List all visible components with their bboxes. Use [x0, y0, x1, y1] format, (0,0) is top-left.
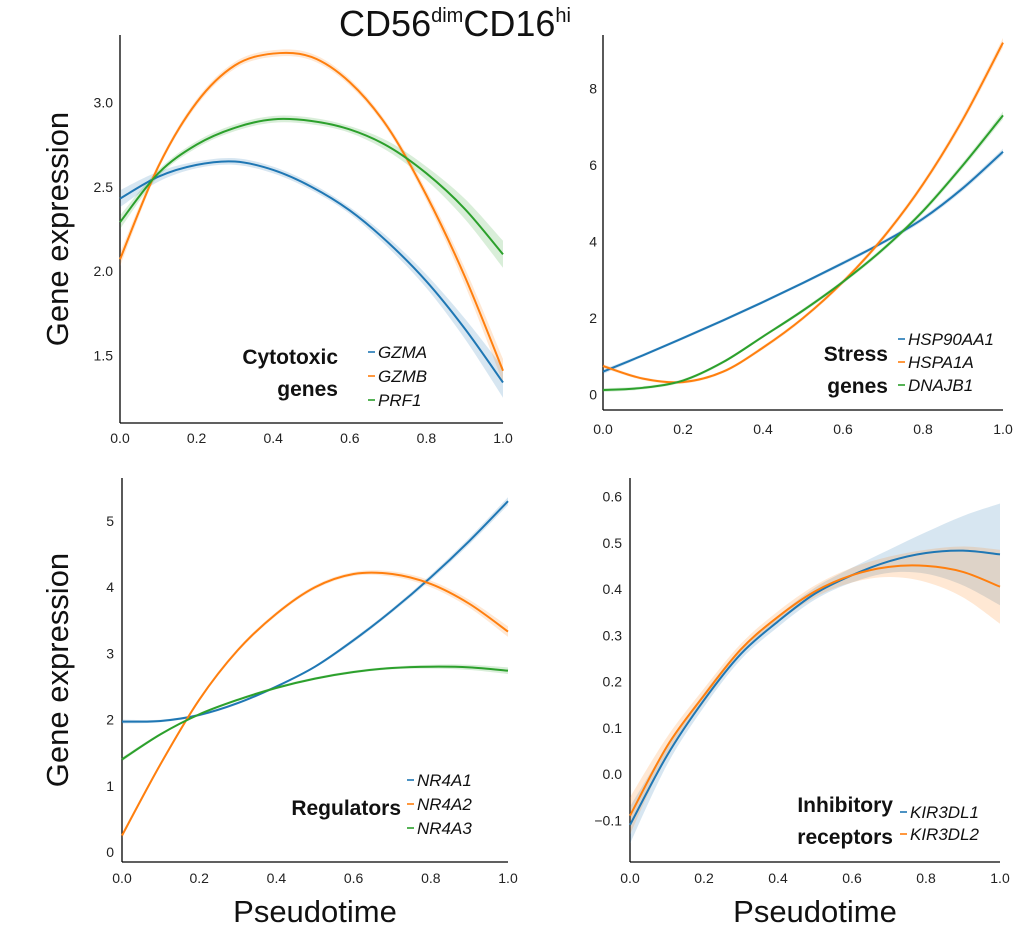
group-label: Cytotoxic	[242, 346, 338, 369]
y-axis-label: Gene expression	[40, 553, 75, 787]
x-tick-label: 0.2	[673, 421, 693, 437]
legend-label-kir3dl1: KIR3DL1	[910, 803, 979, 822]
y-tick-label: 0.2	[603, 674, 623, 690]
series-line-nr4a3	[121, 665, 509, 761]
legend-label-dnajb1: DNAJB1	[908, 376, 973, 395]
ci-band-kir3dl1	[630, 503, 1000, 844]
group-label: receptors	[797, 826, 893, 849]
title-main-2: CD16	[463, 3, 555, 44]
series-line-kir3dl2	[629, 564, 1001, 817]
ci-band-gzmb	[120, 49, 503, 383]
y-tick-label: 3.0	[94, 94, 114, 110]
y-tick-label: 0.3	[603, 627, 623, 643]
x-tick-label: 0.6	[833, 421, 853, 437]
panel-cytotoxic-genes: 0.0 0.2 0.4 0.6 0.8 1.0 1.5 2.0 2.5 3.0 Cytotoxic g…	[40, 35, 513, 446]
series-line-prf1	[119, 117, 504, 255]
y-tick-label: 4	[589, 234, 597, 250]
ci-band-nr4a1	[122, 497, 508, 724]
ci-band-prf1	[120, 115, 503, 268]
group-label: genes	[277, 378, 338, 401]
y-axis-label: Gene expression	[40, 112, 75, 346]
x-tick-label: 0.2	[694, 870, 714, 886]
panel-stress-genes: 0.0 0.2 0.4 0.6 0.8 1.0 0 2 4 6 8 Stress genes HSP90A…	[589, 35, 1013, 437]
y-tick-label: 0.5	[603, 535, 623, 551]
legend-label-nr4a1: NR4A1	[417, 771, 472, 790]
x-tick-label: 0.2	[189, 870, 209, 886]
x-tick-label: 0.4	[267, 870, 287, 886]
legend-label-nr4a3: NR4A3	[417, 819, 472, 838]
panel-inhibitory-receptors: 0.0 0.2 0.4 0.6 0.8 1.0 −0.1 0.0 0.1 0.2 0.3 0.4 0.5…	[594, 478, 1010, 927]
x-axis-label: Pseudotime	[233, 894, 397, 927]
series-line-nr4a1	[121, 500, 509, 723]
x-tick-label: 0.0	[112, 870, 132, 886]
x-tick-label: 1.0	[993, 421, 1013, 437]
y-tick-label: 1	[106, 778, 114, 794]
x-tick-label: 0.0	[593, 421, 613, 437]
y-tick-label: 0.0	[603, 766, 623, 782]
y-tick-label: 4	[106, 579, 114, 595]
figure-title: CD56dimCD16hi	[339, 3, 571, 44]
x-tick-label: 0.6	[344, 870, 364, 886]
title-sup-1: dim	[431, 5, 463, 27]
x-tick-label: 1.0	[493, 430, 513, 446]
y-tick-label: 0.6	[603, 489, 623, 505]
legend-label-hspa1a: HSPA1A	[908, 353, 974, 372]
ci-band-gzma	[120, 157, 503, 398]
legend-label-nr4a2: NR4A2	[417, 795, 472, 814]
x-tick-label: 0.4	[753, 421, 773, 437]
title-main-1: CD56	[339, 3, 431, 44]
y-tick-label: 5	[106, 513, 114, 529]
series-line-kir3dl1	[629, 549, 1001, 826]
x-tick-label: 1.0	[498, 870, 518, 886]
series-line-nr4a2	[121, 571, 509, 836]
title-sup-2: hi	[555, 5, 571, 27]
series-line-dnajb1	[602, 114, 1004, 392]
x-tick-label: 0.6	[842, 870, 862, 886]
legend-label-gzma: GZMA	[378, 343, 427, 362]
group-label: genes	[827, 375, 888, 398]
legend-label-prf1: PRF1	[378, 391, 421, 410]
y-tick-label: 0	[106, 844, 114, 860]
ci-band-kir3dl2	[630, 546, 1000, 835]
y-tick-label: 6	[589, 157, 597, 173]
x-tick-label: 0.8	[913, 421, 933, 437]
y-tick-label: 1.5	[94, 348, 114, 364]
y-tick-label: 2	[589, 310, 597, 326]
x-tick-label: 0.6	[340, 430, 360, 446]
x-tick-label: 0.8	[916, 870, 936, 886]
y-tick-label: 8	[589, 81, 597, 97]
y-tick-label: 2.0	[94, 263, 114, 279]
group-label: Regulators	[291, 797, 401, 820]
legend-label-hsp90aa1: HSP90AA1	[908, 330, 994, 349]
legend-label-gzmb: GZMB	[378, 367, 427, 386]
series-line-hsp90aa1	[602, 150, 1004, 373]
group-label: Inhibitory	[797, 794, 893, 817]
x-tick-label: 0.4	[768, 870, 788, 886]
y-tick-label: 2	[106, 712, 114, 728]
y-tick-label: 0.1	[603, 720, 623, 736]
x-axis-label: Pseudotime	[733, 894, 897, 927]
legend-label-kir3dl2: KIR3DL2	[910, 825, 980, 844]
x-tick-label: 0.8	[421, 870, 441, 886]
y-tick-label: 2.5	[94, 179, 114, 195]
x-tick-label: 1.0	[990, 870, 1010, 886]
panel-regulators: 0.0 0.2 0.4 0.6 0.8 1.0 0 1 2 3 4 5 Regulators NR4A1 N…	[40, 478, 518, 927]
series-line-gzmb	[119, 51, 504, 372]
y-tick-label: −0.1	[594, 812, 622, 828]
x-tick-label: 0.2	[187, 430, 207, 446]
y-tick-label: 0.4	[603, 581, 623, 597]
x-tick-label: 0.4	[263, 430, 283, 446]
y-tick-label: 3	[106, 645, 114, 661]
group-label: Stress	[824, 343, 888, 366]
x-tick-label: 0.0	[620, 870, 640, 886]
series-line-gzma	[119, 160, 504, 384]
x-tick-label: 0.0	[110, 430, 130, 446]
y-tick-label: 0	[589, 387, 597, 403]
x-tick-label: 0.8	[417, 430, 437, 446]
